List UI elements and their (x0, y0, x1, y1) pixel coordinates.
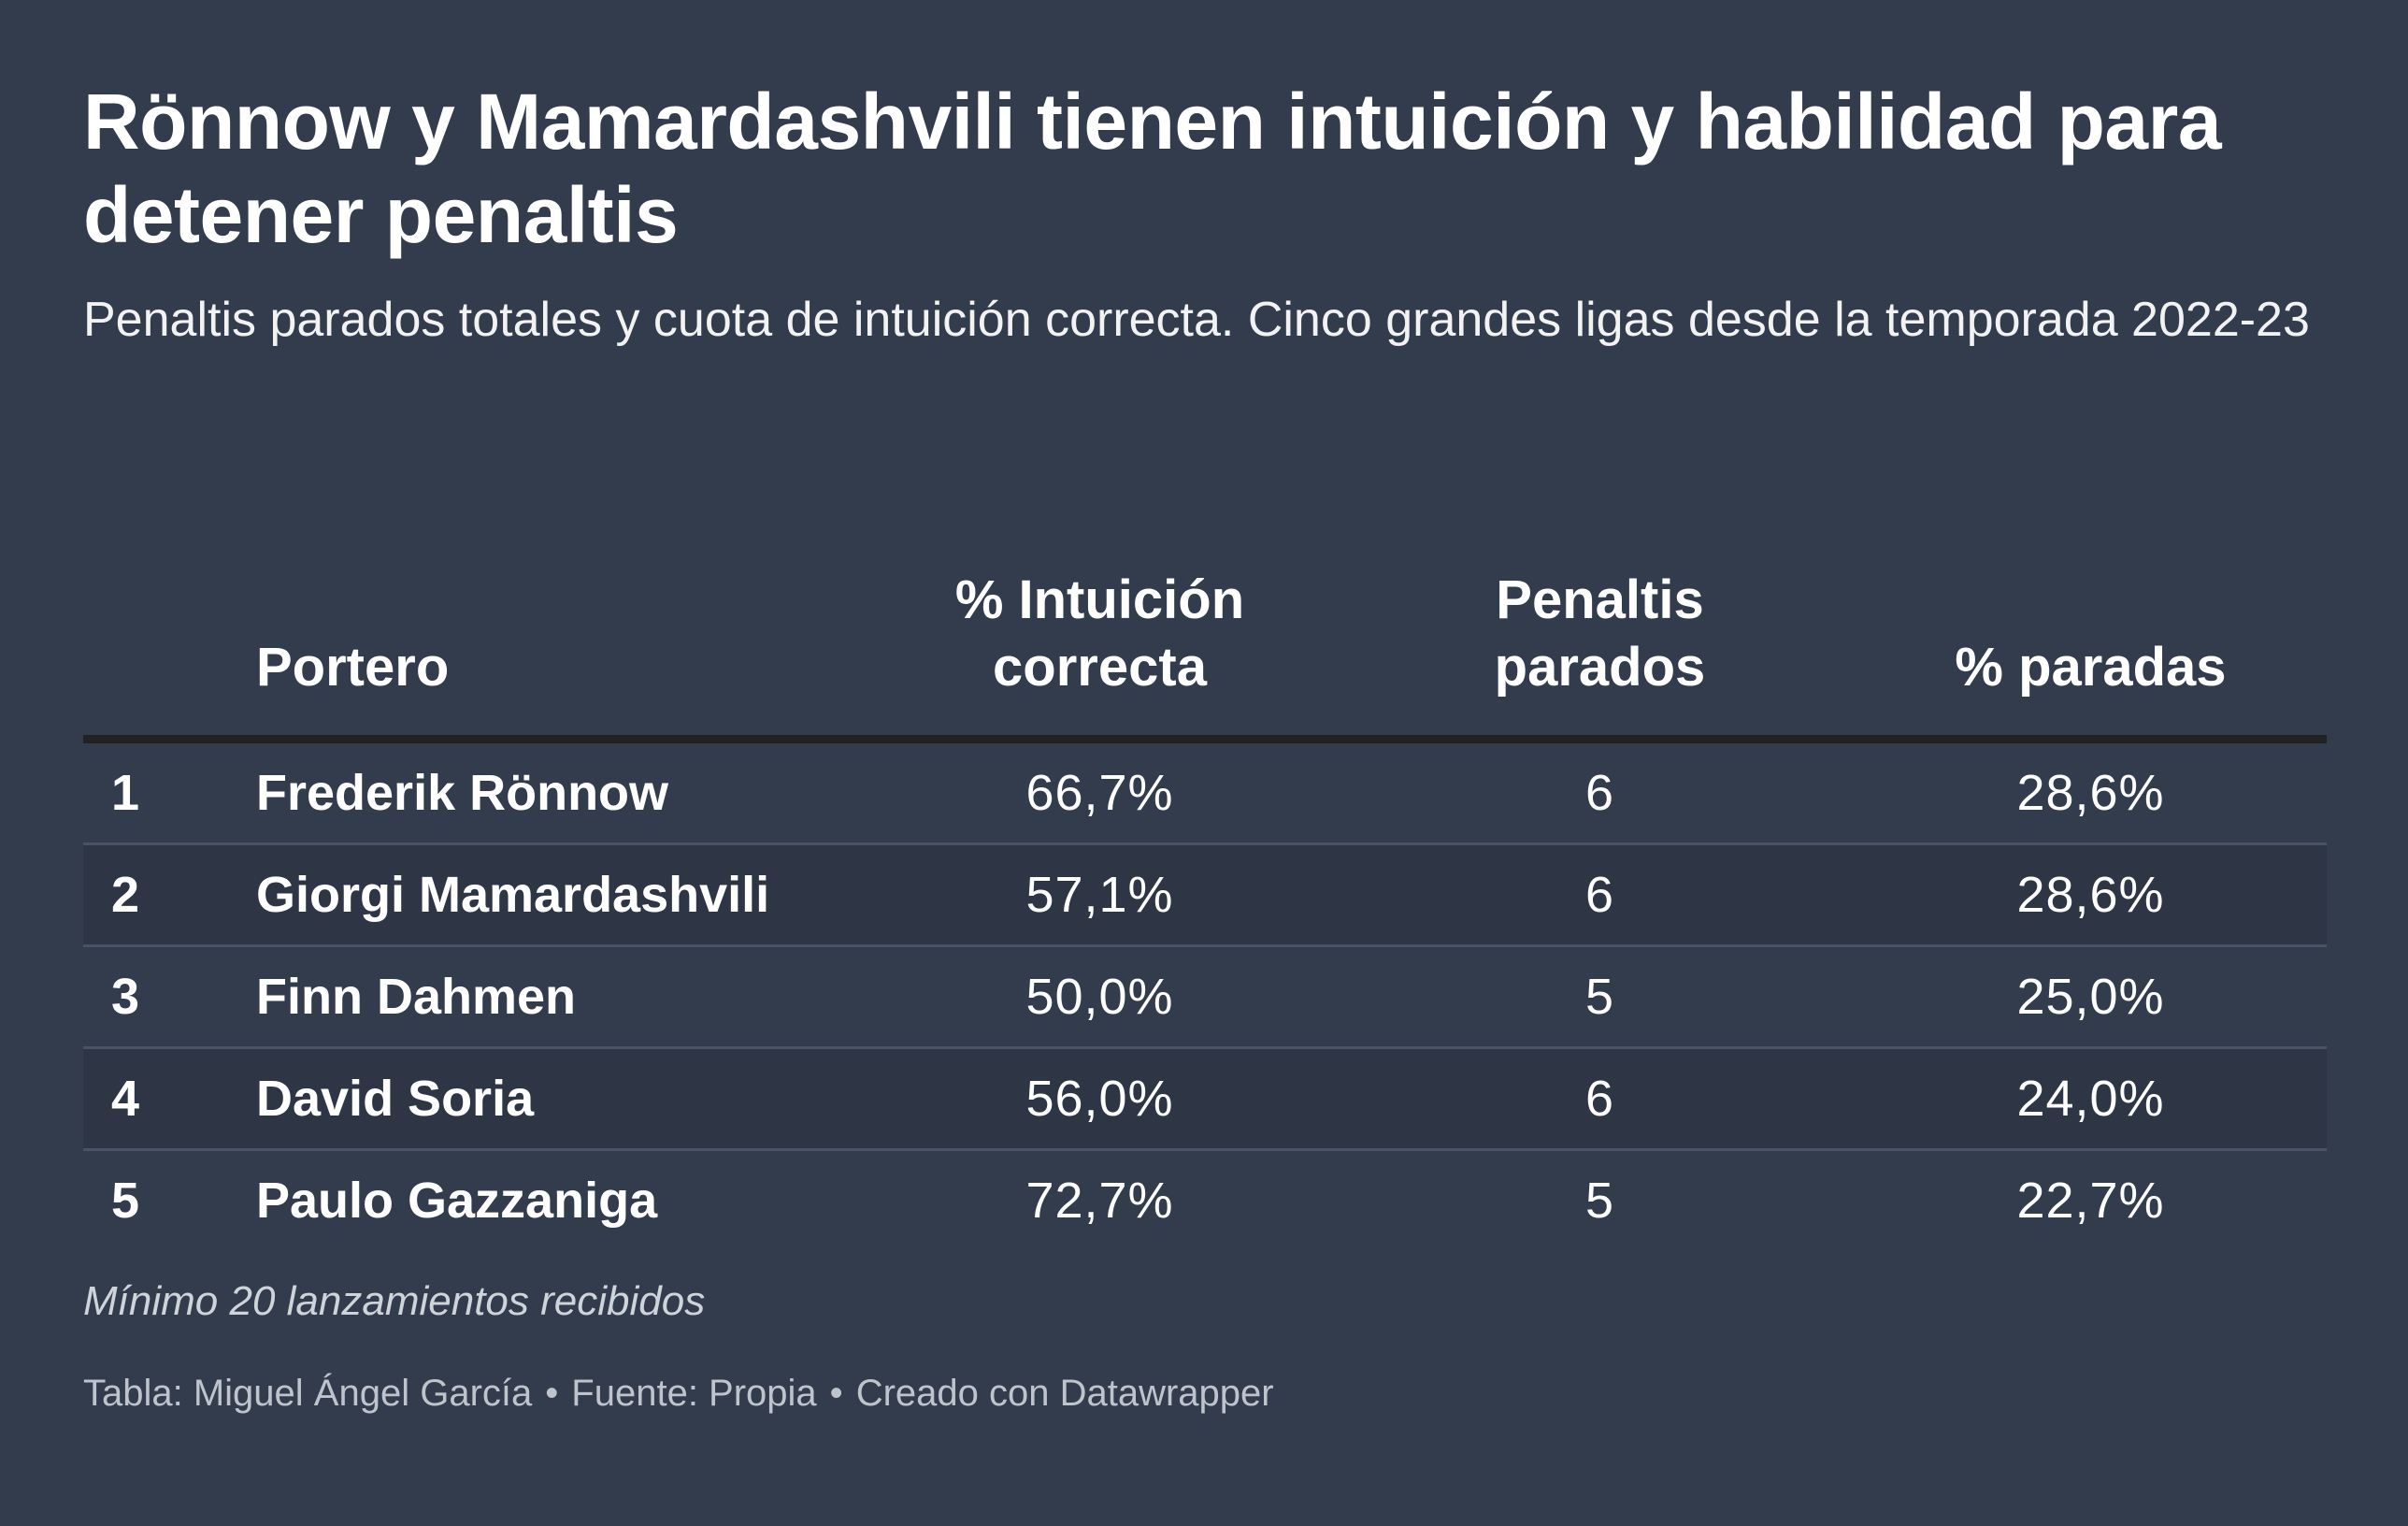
header-portero: Portero (256, 533, 854, 743)
footer-credit: Tabla: Miguel Ángel García (83, 1373, 533, 1414)
header-penaltis-label: Penaltis parados (1494, 569, 1706, 698)
row-rank: 4 (83, 1047, 256, 1151)
row-intuicion: 72,7% (1025, 1173, 1174, 1229)
header-paradas: % paradas (1855, 533, 2327, 743)
table-row: 4 David Soria 56,0% 6 24,0% (83, 1047, 2327, 1151)
header-intuicion: % Intuición correcta (854, 533, 1345, 743)
row-penaltis: 5 (1345, 945, 1855, 1049)
row-penaltis: 6 (1345, 739, 1855, 845)
row-paradas: 22,7% (2016, 1173, 2165, 1229)
row-penaltis: 5 (1584, 1173, 1615, 1229)
row-penaltis: 6 (1345, 1047, 1855, 1151)
row-rank: 3 (83, 945, 256, 1049)
row-intuicion: 50,0% (854, 945, 1345, 1049)
chart-subtitle: Penaltis parados totales y cuota de intu… (83, 293, 2310, 347)
row-rank: 1 (83, 739, 256, 845)
row-penaltis: 6 (1345, 843, 1855, 947)
chart-container: Rönnow y Mamardashvili tienen intuición … (83, 75, 2327, 1414)
row-name: David Soria (256, 1047, 854, 1151)
row-name: Finn Dahmen (256, 945, 854, 1049)
row-paradas: 28,6% (1855, 843, 2327, 947)
data-table: Portero % Intuición correcta Penaltis pa… (83, 533, 2327, 1250)
chart-footer: Tabla: Miguel Ángel García • Fuente: Propi… (83, 1373, 1274, 1415)
table-row: 5 Paulo Gazzaniga 72,7% 5 22,7% (83, 1150, 2327, 1251)
row-name: Frederik Rönnow (256, 739, 854, 845)
row-intuicion: 56,0% (854, 1047, 1345, 1151)
footer-datawrapper-link[interactable]: Creado con Datawrapper (855, 1373, 1274, 1414)
header-rank (83, 533, 256, 743)
row-intuicion: 66,7% (854, 739, 1345, 845)
table-header-row: Portero % Intuición correcta Penaltis pa… (83, 533, 2327, 743)
row-paradas: 24,0% (1855, 1047, 2327, 1151)
row-name: Giorgi Mamardashvili (256, 843, 854, 947)
row-paradas: 25,0% (1855, 945, 2327, 1049)
footer-source: Fuente: Propia (571, 1373, 817, 1414)
row-rank: 2 (83, 843, 256, 947)
chart-title: Rönnow y Mamardashvili tienen intuición … (83, 78, 2222, 259)
footer-separator: • (829, 1373, 843, 1414)
table-row: 3 Finn Dahmen 50,0% 5 25,0% (83, 945, 2327, 1049)
header-intuicion-label: % Intuición correcta (954, 569, 1245, 698)
row-paradas: 28,6% (1855, 739, 2327, 845)
header-penaltis: Penaltis parados (1345, 533, 1855, 743)
footer-separator: • (545, 1373, 559, 1414)
row-rank: 5 (111, 1173, 140, 1229)
row-intuicion: 57,1% (854, 843, 1345, 947)
row-name: Paulo Gazzaniga (256, 1173, 658, 1229)
table-row: 1 Frederik Rönnow 66,7% 6 28,6% (83, 739, 2327, 845)
chart-note: Mínimo 20 lanzamientos recibidos (83, 1278, 706, 1324)
table-row: 2 Giorgi Mamardashvili 57,1% 6 28,6% (83, 843, 2327, 947)
